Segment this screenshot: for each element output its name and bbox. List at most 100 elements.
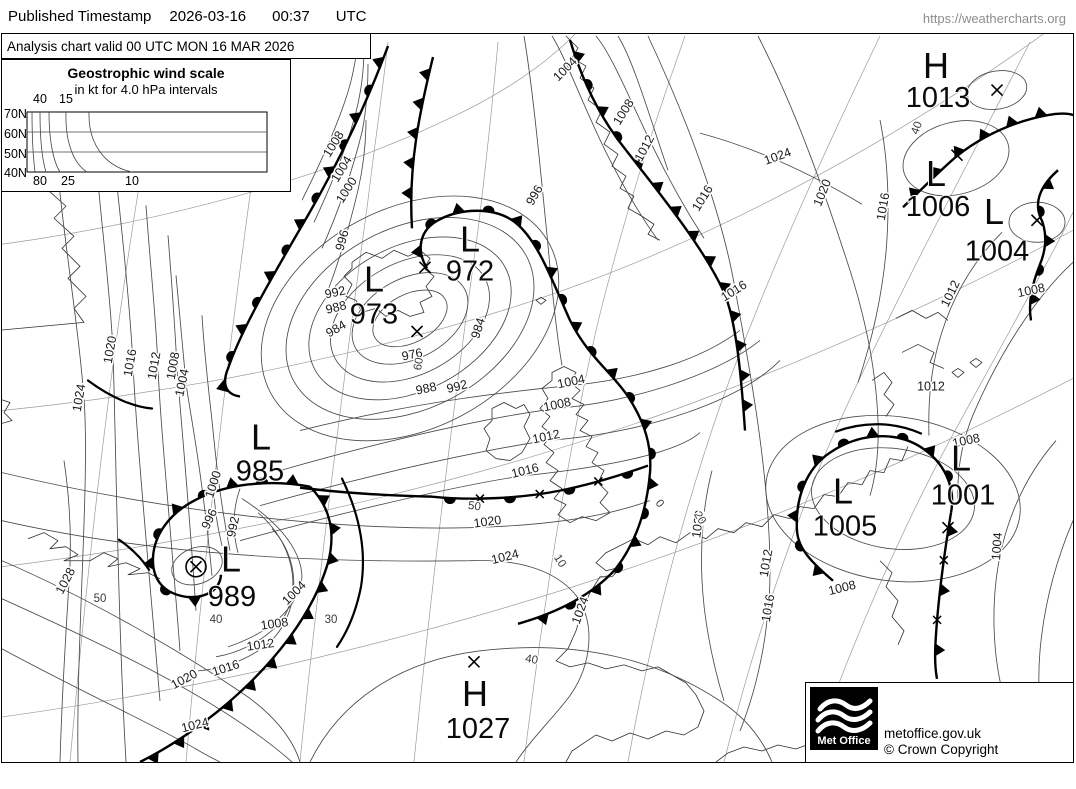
front-warm-lysis-south: [431, 464, 649, 505]
map-frame: 1024 1020 1016 1012 1008 1004 1000 996 992 992 988…: [1, 33, 1074, 763]
wind-scale-title: Geostrophic wind scale: [67, 65, 225, 81]
pressure-center-cross-marker: [189, 560, 203, 573]
isobar-value-label: 1016: [510, 461, 540, 481]
isobar-value-label: 1024: [70, 383, 89, 413]
met-office-logo-text: Met Office: [817, 735, 871, 747]
pressure-center-cross-marker: [990, 84, 1004, 97]
published-time: 00:37: [272, 8, 310, 25]
isobar-value-label: 1008: [164, 351, 183, 381]
isobar-value-label: 976: [401, 345, 424, 363]
published-timestamp: Published Timestamp 2026-03-16 00:37 UTC: [8, 8, 393, 25]
isobar-value-label: 1012: [145, 351, 164, 381]
isobar-value-label: 1016: [718, 278, 749, 305]
met-office-website[interactable]: metoffice.gov.uk: [884, 726, 982, 741]
front-cold-main: [625, 149, 754, 431]
pressure-center-cross-marker: [467, 655, 481, 668]
pressure-center-cross-marker: [950, 149, 964, 162]
published-date: 2026-03-16: [169, 8, 247, 25]
published-label: Published Timestamp: [8, 8, 152, 25]
graticule-value-label: 50: [94, 593, 107, 605]
isobar-value-label: 992: [445, 377, 469, 396]
trough-line-1: [86, 379, 154, 410]
isobar-value-label: 1016: [759, 593, 778, 623]
isobar-value-label: 1008: [1016, 281, 1046, 300]
trough-line-3: [834, 423, 923, 435]
isobar-value-label: 1008: [542, 395, 572, 414]
isobar-value-label: 1008: [827, 578, 857, 598]
isobar-value-label: 1020: [811, 177, 834, 208]
front-cold-n-short: [401, 56, 435, 229]
isobar-value-label: 1008: [260, 615, 290, 633]
graticule-value-label: 30: [325, 614, 338, 626]
geostrophic-wind-scale-box: Geostrophic wind scale in kt for 4.0 hPa…: [1, 59, 291, 192]
graticule-value-label: 40: [210, 614, 223, 626]
source-url-link[interactable]: https://weathercharts.org: [922, 11, 1066, 26]
isobar-value-label: 1012: [757, 548, 776, 578]
pressure-center-cross-marker: [941, 521, 955, 534]
isobar-value-label: 992: [224, 515, 242, 538]
pressure-center-value: 1006: [906, 191, 970, 223]
isobar-value-label: 1012: [531, 427, 561, 446]
wind-scale-tick-15: 15: [59, 92, 73, 106]
met-office-branding: Met Office metoffice.gov.uk © Crown Copy…: [805, 682, 1074, 763]
published-header: Published Timestamp 2026-03-16 00:37 UTC ht…: [0, 0, 1076, 33]
isobar-value-label: 1012: [246, 636, 276, 654]
pressure-center-value: 972: [446, 255, 494, 287]
met-office-text: metoffice.gov.uk © Crown Copyright: [884, 726, 998, 758]
pressure-center-value: 1001: [931, 480, 995, 512]
pressure-center-cross-marker: [410, 325, 424, 338]
graticule-value-label: 10: [551, 553, 568, 570]
wind-scale-tick-25: 25: [61, 174, 75, 188]
pressure-center-value: 1005: [813, 511, 877, 543]
pressure-center-symbol: L: [460, 218, 480, 259]
isobar-value-label: 1004: [279, 578, 309, 608]
wind-scale-subtitle: in kt for 4.0 hPa intervals: [74, 82, 218, 97]
isobar-value-label: 1004: [989, 532, 1005, 561]
isobar-value-label: 1024: [180, 715, 210, 735]
graticule-value-label: 60: [412, 357, 426, 372]
met-office-waves-icon: [815, 698, 873, 734]
pressure-center-value: 1013: [906, 82, 970, 114]
front-cold-sw-long: [139, 485, 341, 762]
isobar-value-label: 1024: [762, 145, 793, 168]
isobar-value-label: 1016: [689, 183, 716, 214]
wind-scale-diagram: [26, 111, 268, 173]
graticule-value-label: 0: [653, 498, 666, 510]
pressure-center-value: 985: [236, 456, 284, 488]
isobar-value-label: 1004: [556, 372, 586, 391]
isobar-value-label: 1028: [53, 565, 78, 596]
wind-scale-tick-80: 80: [33, 174, 47, 188]
isobar-value-label: 1020: [101, 335, 120, 365]
pressure-center-cross-marker: [1030, 214, 1044, 227]
isobar-value-label: 992: [324, 283, 347, 301]
isobar-value-label: 1016: [121, 348, 140, 378]
pressure-center-symbol: L: [251, 417, 271, 458]
front-occluded-nw: [216, 45, 390, 398]
pressure-center-symbol: H: [923, 45, 949, 86]
front-occluded-right-edge: [1028, 169, 1059, 321]
front-occluded-main-n: [568, 39, 627, 151]
isobar-value-label: 984: [323, 318, 348, 341]
isobar-value-label: 1012: [917, 379, 945, 393]
crown-copyright: © Crown Copyright: [884, 742, 999, 757]
pressure-center-value: 1004: [965, 235, 1029, 267]
pressure-center-value: 989: [208, 581, 256, 613]
pressure-center-symbol: L: [926, 153, 946, 194]
pressure-center-symbol: L: [984, 191, 1004, 232]
wind-scale-lat-70n: 70N: [4, 107, 27, 121]
published-timezone: UTC: [335, 8, 367, 25]
isobar-value-label: 1020: [473, 513, 503, 531]
isobar-value-label: 1016: [874, 192, 893, 222]
isobar-value-label: 988: [415, 380, 438, 398]
graticule-value-label: 40: [524, 653, 539, 667]
graticule-value-label: 50: [467, 500, 481, 514]
